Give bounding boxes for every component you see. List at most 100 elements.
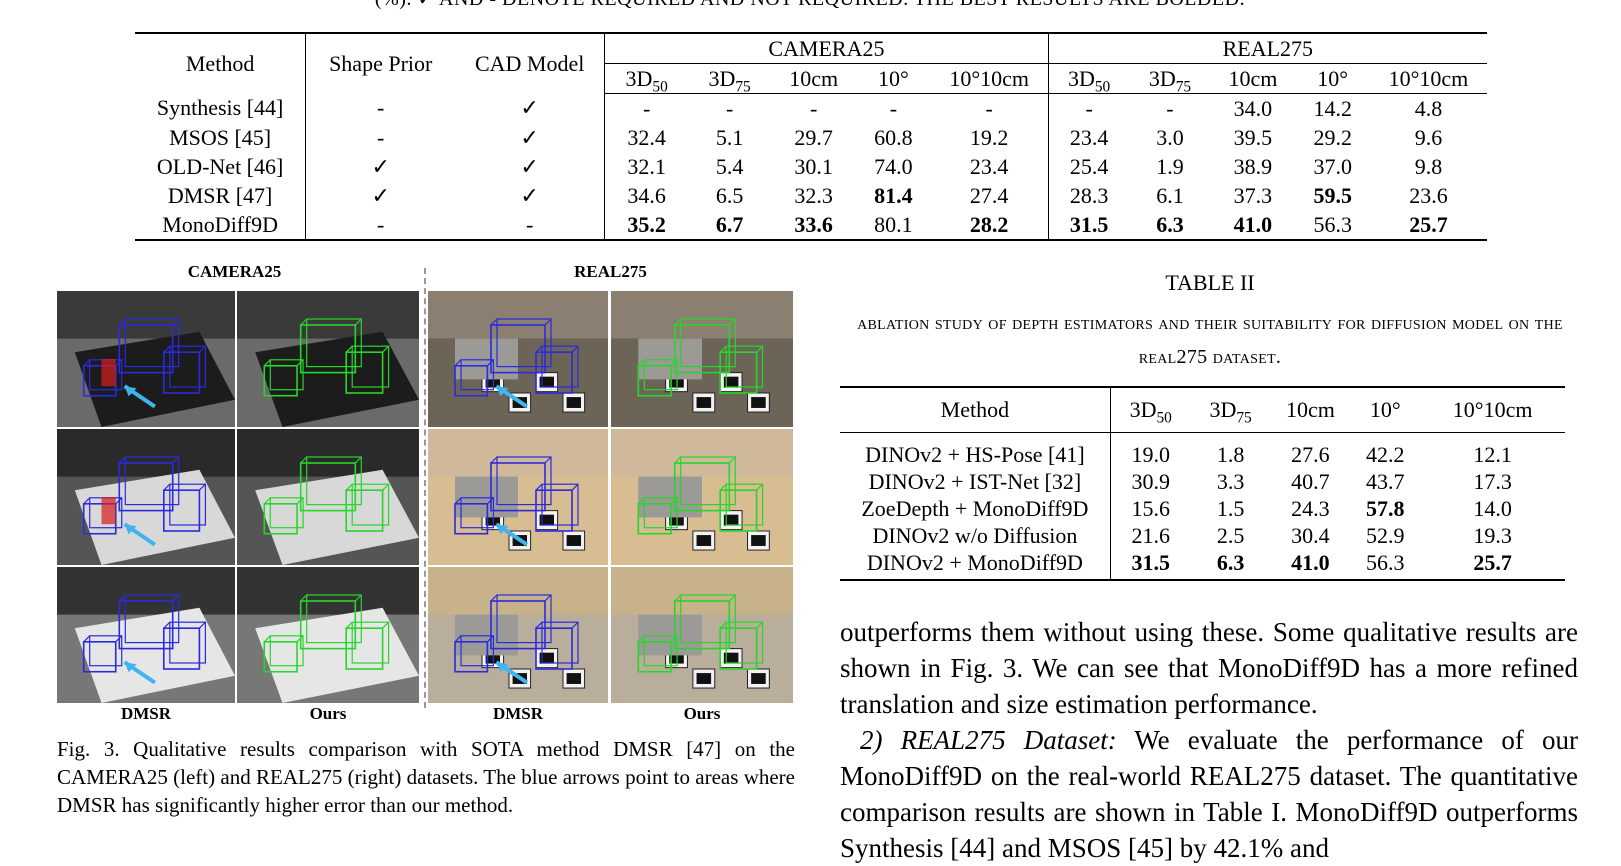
t1-cell-camera-0: 34.6 xyxy=(627,182,666,208)
t2-cell-2: 30.4 xyxy=(1291,522,1330,548)
t1-cell-camera-2: 29.7 xyxy=(794,124,833,150)
t1-cell-camera-3: 60.8 xyxy=(874,124,913,150)
table-row: MSOS [45] - ✓ 32.4 5.1 29.7 60.8 19.2 23.4 3.0 39.… xyxy=(135,123,1487,152)
table-row: Synthesis [44] - ✓ - - - - - - - 34.0 14.2 4.8 xyxy=(135,93,1487,123)
t1-cell-camera-2: - xyxy=(809,95,818,121)
table-row: DMSR [47] ✓ ✓ 34.6 6.5 32.3 81.4 27.4 28.3 6.1 37.… xyxy=(135,181,1487,210)
t2-cell-0: 15.6 xyxy=(1131,495,1170,521)
t1-cell-real-1: - xyxy=(1166,95,1174,121)
t1-cell-shape-prior: - xyxy=(377,95,385,121)
table2: Method 3D50 3D75 10cm 10° 10°10cm DINOv2 + HS… xyxy=(840,386,1565,581)
t1-header-group-camera25: CAMERA25 xyxy=(604,32,1049,64)
t2-cell-3: 42.2 xyxy=(1366,441,1405,467)
figure-photo-r1-c3 xyxy=(428,291,608,427)
t1-cell-real-3: 59.5 xyxy=(1313,182,1352,208)
table2-title: TABLE II xyxy=(1165,270,1255,295)
table-row: MonoDiff9D - -35.2 6.7 33.6 80.1 28.2 31.5 6.3 41… xyxy=(135,210,1487,241)
figure-divider xyxy=(424,268,426,708)
t2-cell-3: 57.8 xyxy=(1366,495,1405,521)
t1-cell-camera-2: 32.3 xyxy=(794,182,833,208)
figure-photo-r2-c2 xyxy=(237,429,419,565)
t1-cell-real-2: 37.3 xyxy=(1233,182,1273,208)
fig-label-ours-right: Ours xyxy=(683,704,721,723)
t1-cell-real-0: 23.4 xyxy=(1069,124,1109,150)
t1-cell-camera-4: 28.2 xyxy=(930,210,1049,241)
body-paragraph-2: 2) REAL275 Dataset: We evaluate the perf… xyxy=(840,722,1578,866)
t1-metric-real-3: 10° xyxy=(1295,63,1370,94)
fig-col-title-camera25: CAMERA25 xyxy=(187,262,282,281)
figure-photo-r3-c3 xyxy=(428,567,608,703)
t1-cell-real-3: 14.2 xyxy=(1313,95,1352,121)
t1-cell-camera-3: 80.1 xyxy=(856,210,931,241)
figure-photo-r2-c4 xyxy=(611,429,793,565)
t1-cell-camera-1: 5.1 xyxy=(715,124,744,150)
figure-photo-r1-c1 xyxy=(57,291,235,427)
t1-cell-real-1: 1.9 xyxy=(1156,153,1184,179)
t1-cell-shape-prior: ✓ xyxy=(371,182,390,208)
t1-metric-camera-3: 10° xyxy=(856,63,931,94)
t1-cell-camera-1: 6.5 xyxy=(715,182,744,208)
t1-cell-camera-4: 23.4 xyxy=(930,152,1049,181)
t1-cell-real-0: 25.4 xyxy=(1069,153,1109,179)
figure-photo-r1-c4 xyxy=(611,291,793,427)
t1-metric-camera-4: 10°10cm xyxy=(930,63,1049,94)
t2-cell-3: 56.3 xyxy=(1350,549,1421,581)
figure-caption: Fig. 3. Qualitative results comparison w… xyxy=(57,737,795,817)
t1-cell-real-3: 29.2 xyxy=(1313,124,1352,150)
t1-cell-camera-4: 27.4 xyxy=(930,181,1049,210)
t1-cell-method: DMSR [47] xyxy=(135,181,307,210)
t2-header-1: 3D50 xyxy=(1110,386,1191,433)
t1-cell-cad-model: ✓ xyxy=(455,152,606,181)
t1-cell-camera-2: 33.6 xyxy=(771,210,857,241)
t1-cell-cad-model: ✓ xyxy=(455,93,606,123)
figure-photo-r3-c1 xyxy=(57,567,235,703)
t2-header-0: Method xyxy=(840,386,1111,433)
t2-cell-0: 19.0 xyxy=(1131,441,1170,467)
t1-cell-real-4: 9.6 xyxy=(1414,124,1443,150)
fig-label-ours-left: Ours xyxy=(309,704,347,723)
t2-cell-4: 19.3 xyxy=(1473,522,1512,548)
t1-cell-real-4: 23.6 xyxy=(1409,182,1448,208)
t2-cell-1: 6.3 xyxy=(1190,549,1271,581)
t2-cell-3: 52.9 xyxy=(1366,522,1405,548)
body-paragraph-1: outperforms them without using these. So… xyxy=(840,617,1578,719)
t2-cell-2: 24.3 xyxy=(1291,495,1330,521)
t2-cell-method: DINOv2 + HS-Pose [41] xyxy=(840,432,1111,468)
t1-cell-method: MonoDiff9D xyxy=(135,210,307,241)
t1-header-shape-prior: Shape Prior xyxy=(305,32,456,94)
table-row: DINOv2 w/o Diffusion 21.6 2.5 30.4 52.9 19.3 xyxy=(840,522,1565,549)
t1-cell-cad-model: - xyxy=(455,210,606,241)
t1-cell-camera-3: 81.4 xyxy=(874,182,913,208)
t2-cell-method: DINOv2 + MonoDiff9D xyxy=(840,549,1111,581)
t1-header-group-real275: REAL275 xyxy=(1048,32,1487,64)
t2-cell-1: 1.8 xyxy=(1216,441,1245,467)
t2-cell-method: DINOv2 + IST-Net [32] xyxy=(840,468,1111,495)
t1-metric-real-4: 10°10cm xyxy=(1369,63,1487,94)
t1-cell-real-0: 31.5 xyxy=(1048,210,1130,241)
t2-cell-1: 2.5 xyxy=(1216,522,1245,548)
t1-header-cad-model: CAD Model xyxy=(455,32,606,94)
t1-cell-real-3: 56.3 xyxy=(1295,210,1370,241)
table-row: DINOv2 + IST-Net [32] 30.9 3.3 40.7 43.7 17.3 xyxy=(840,468,1565,495)
t1-cell-real-4: 25.7 xyxy=(1369,210,1487,241)
fig-col-title-real275: REAL275 xyxy=(574,262,647,281)
t2-cell-0: 30.9 xyxy=(1131,468,1170,494)
t2-cell-1: 1.5 xyxy=(1216,495,1245,521)
t1-cell-camera-1: 5.4 xyxy=(715,153,744,179)
t1-cell-real-4: 9.8 xyxy=(1414,153,1443,179)
t2-cell-0: 21.6 xyxy=(1131,522,1170,548)
t1-cell-real-0: 28.3 xyxy=(1069,182,1109,208)
t1-cell-real-4: 4.8 xyxy=(1414,95,1443,121)
t2-cell-4: 14.0 xyxy=(1473,495,1512,521)
t1-cell-cad-model: ✓ xyxy=(455,123,606,152)
t1-header-method: Method xyxy=(135,32,307,94)
t1-cell-real-0: - xyxy=(1085,95,1093,121)
t1-cell-real-1: 3.0 xyxy=(1156,124,1184,150)
t1-cell-real-2: 38.9 xyxy=(1233,153,1273,179)
section-heading-real275: 2) REAL275 Dataset: xyxy=(860,725,1117,755)
table1: Method Shape Prior CAD Model CAMERA25 RE… xyxy=(135,32,1487,241)
t1-cell-shape-prior: - xyxy=(377,124,385,150)
t1-cell-real-1: 6.3 xyxy=(1129,210,1211,241)
t1-metric-real-0: 3D50 xyxy=(1048,63,1130,94)
t2-cell-2: 27.6 xyxy=(1291,441,1330,467)
